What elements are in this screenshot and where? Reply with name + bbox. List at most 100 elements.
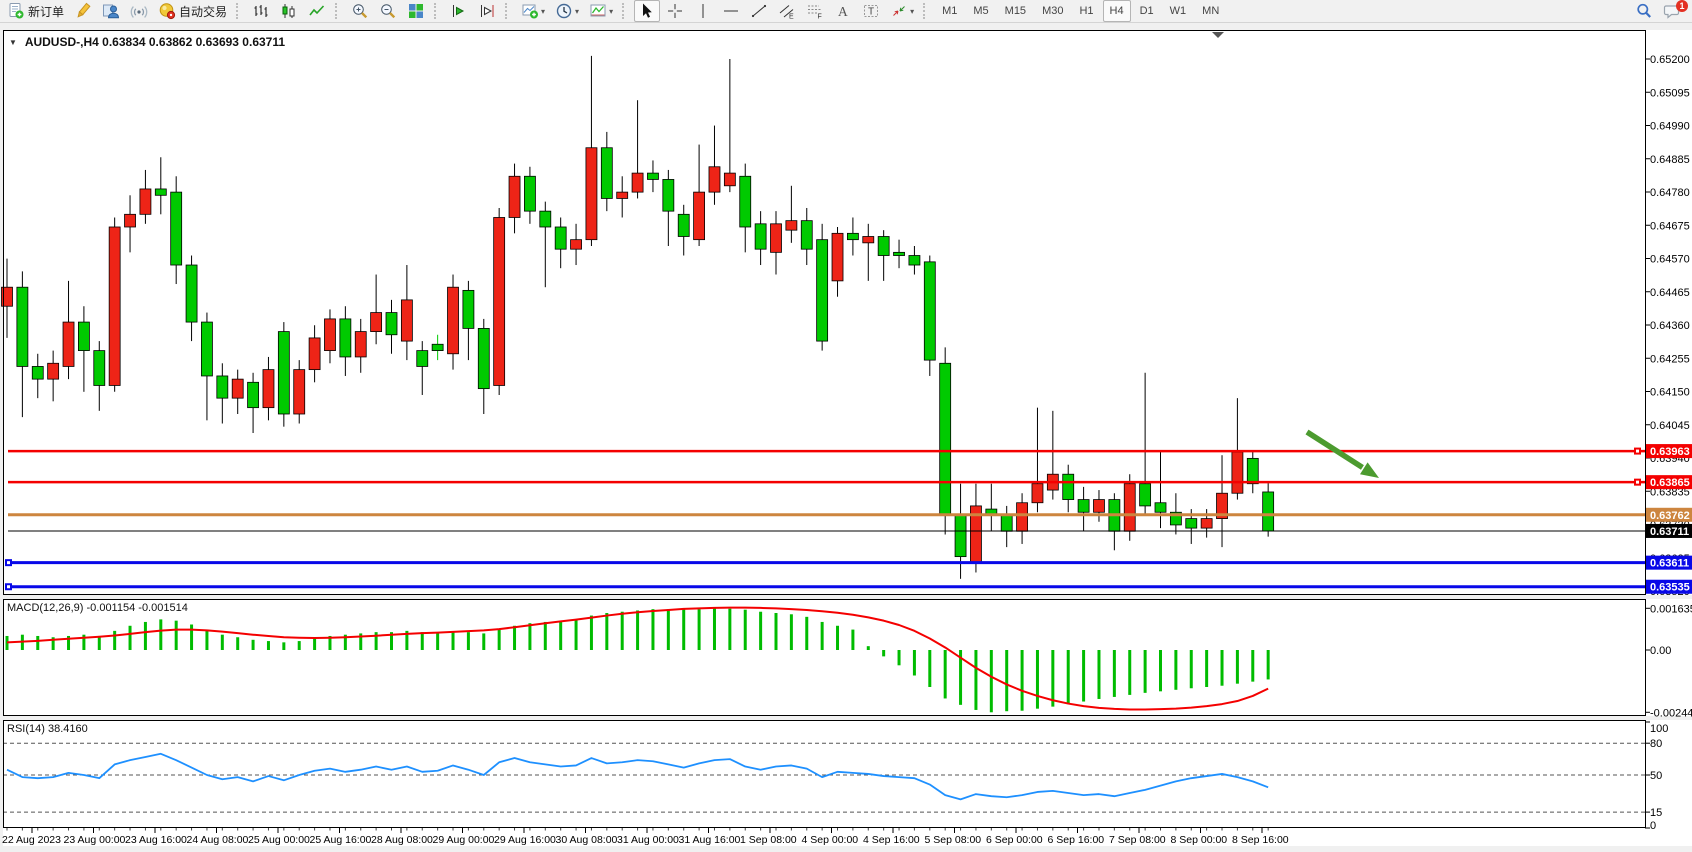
time-tick-label: 29 Aug 00:00: [433, 834, 495, 846]
search-button[interactable]: [1631, 0, 1657, 22]
candle: [1093, 499, 1105, 513]
chart-shift-button[interactable]: [474, 0, 500, 22]
tf-m15-button[interactable]: M15: [998, 0, 1033, 22]
candle-chart-button[interactable]: [276, 0, 302, 22]
candles-layer: [1, 55, 1275, 579]
indicators-button[interactable]: ▾: [517, 0, 549, 22]
candle: [1185, 518, 1198, 529]
panel-separator[interactable]: [0, 595, 1692, 599]
auto-scroll-button[interactable]: [446, 0, 472, 22]
channel-icon: E: [779, 5, 794, 20]
tf-m1-button[interactable]: M1: [935, 0, 964, 22]
cursor-button[interactable]: [634, 0, 661, 22]
macd-value-main: -0.001154: [86, 602, 136, 614]
autotrade-button[interactable]: 自动交易: [154, 0, 231, 22]
tile-windows-icon: [409, 4, 424, 18]
new-order-button-label: 新订单: [28, 4, 65, 19]
candle: [277, 331, 290, 415]
chat-button[interactable]: 1: [1659, 0, 1688, 22]
autotrade-button-label: 自动交易: [179, 4, 228, 19]
time-tick-label: 22 Aug 2023: [2, 834, 61, 846]
tf-m5-button-label: M5: [973, 5, 989, 17]
bar-chart-button[interactable]: [248, 0, 274, 22]
rsi-line: [6, 752, 1269, 801]
macd-tick-label: 0.00: [1650, 645, 1671, 657]
candle: [923, 261, 936, 361]
time-tick-label: 25 Aug 00:00: [248, 834, 310, 846]
chart-background[interactable]: [3, 30, 1692, 846]
rsi-tick-label: 100: [1650, 723, 1668, 735]
tf-d1-button[interactable]: D1: [1133, 0, 1161, 22]
chart-canvas[interactable]: 0.65200 0.65095 0.64990 0.64885 0.64780 0.646…: [0, 22, 1692, 852]
candle: [262, 369, 275, 409]
candle: [1031, 483, 1044, 504]
price-tick-label: 0.64045: [1650, 420, 1690, 432]
candle: [431, 343, 444, 352]
bars-chart-icon: [254, 5, 268, 17]
candle: [1262, 491, 1275, 532]
person-icon: [103, 4, 120, 19]
candle: [78, 321, 90, 352]
rsi-panel: [3, 742, 1645, 813]
candle: [1, 286, 13, 307]
vline-button[interactable]: [690, 0, 716, 22]
new-order-button[interactable]: 新订单: [3, 0, 68, 22]
trendline-button[interactable]: [746, 0, 772, 22]
candle: [631, 172, 644, 193]
objects-group: E F A T ▾: [631, 0, 921, 22]
tf-w1-button[interactable]: W1: [1163, 0, 1194, 22]
chart-shift-marker[interactable]: [1212, 32, 1224, 38]
text-button[interactable]: A: [830, 0, 856, 22]
templates-button[interactable]: ▾: [585, 0, 617, 22]
tf-m5-button[interactable]: M5: [966, 0, 995, 22]
time-tick-label: 24 Aug 08:00: [187, 834, 249, 846]
zoom-out-button[interactable]: [375, 0, 401, 22]
crosshair-icon: [668, 4, 683, 18]
collapse-triangle-icon[interactable]: ▼: [9, 38, 17, 47]
channel-button[interactable]: E: [774, 0, 800, 22]
styler-button[interactable]: [70, 0, 96, 22]
tile-windows-button[interactable]: [403, 0, 429, 22]
support-line-peru-axis-badge: [1646, 507, 1692, 522]
line-chart-button[interactable]: [304, 0, 330, 22]
tf-m30-button[interactable]: M30: [1035, 0, 1070, 22]
tf-h1-button[interactable]: H1: [1072, 0, 1100, 22]
scroll-group: [443, 0, 503, 22]
time-tick-label: 31 Aug 16:00: [679, 834, 741, 846]
time-axis[interactable]: 22 Aug 2023 23 Aug 00:00 23 Aug 16:00 24 Au…: [2, 828, 1289, 846]
marker-dot: [1636, 480, 1639, 484]
tf-h4-button[interactable]: H4: [1102, 0, 1131, 22]
macd-tick-label: 0.001635: [1650, 603, 1692, 615]
signals-button[interactable]: [126, 0, 152, 22]
down-arrow-head[interactable]: [1360, 462, 1379, 478]
zoom-in-button[interactable]: [347, 0, 373, 22]
fibonacci-button[interactable]: F: [802, 0, 828, 22]
candle: [677, 213, 690, 237]
time-tick-label: 1 Sep 08:00: [740, 834, 797, 846]
text-label-button[interactable]: T: [858, 0, 884, 22]
panel-border: [3, 599, 1646, 716]
macd-name: MACD(12,26,9): [7, 602, 84, 614]
crosshair-button[interactable]: [662, 0, 688, 22]
candle: [877, 236, 890, 256]
cursor-icon: [643, 3, 652, 18]
tf-mn-button[interactable]: MN: [1195, 0, 1226, 22]
candle: [785, 220, 798, 231]
macd-panel: [5, 606, 1270, 713]
price-tick-label: 0.64780: [1650, 187, 1690, 199]
candle: [770, 223, 782, 253]
candle: [62, 321, 75, 367]
price-tick-label: 0.65200: [1650, 54, 1690, 66]
hline-button[interactable]: [718, 0, 744, 22]
periods-button[interactable]: ▾: [551, 0, 583, 22]
panel-separator[interactable]: [0, 716, 1692, 720]
zoom-in-icon: [353, 4, 368, 19]
arrows-button[interactable]: ▾: [886, 0, 918, 22]
chart-window[interactable]: 0.65200 0.65095 0.64990 0.64885 0.64780 0.646…: [0, 22, 1692, 852]
candle: [93, 350, 106, 386]
price-tick-label: 0.64465: [1650, 287, 1690, 299]
profile-button[interactable]: [98, 0, 124, 22]
down-arrow-object[interactable]: [1305, 429, 1364, 470]
rsi-tick-label: 80: [1650, 738, 1662, 750]
chevron-down-icon: ▾: [575, 6, 580, 16]
